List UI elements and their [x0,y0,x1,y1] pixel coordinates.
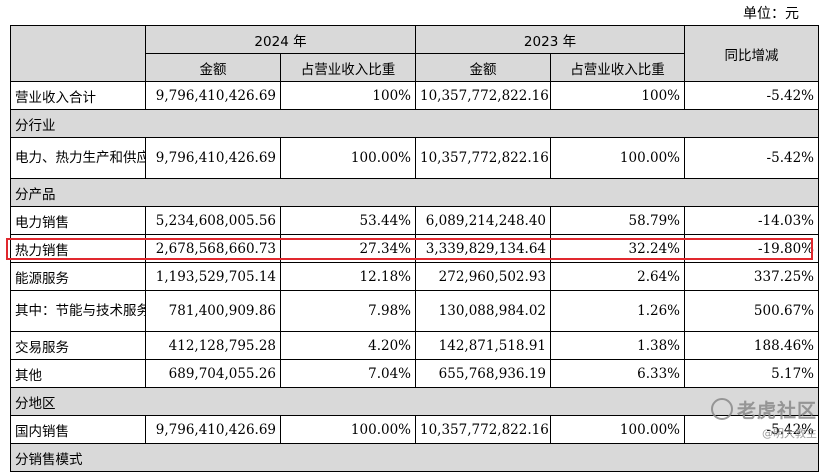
tiger-logo-icon [710,398,733,420]
watermark-author: @明大教主 [762,427,817,440]
unit-label: 单位：元 [743,6,799,22]
row-label: 国内销售 [10,415,146,444]
amount-2023: 130,088,984.02 [415,290,551,332]
amount-2024: 1,193,529,705.14 [145,262,281,291]
watermark-brand: 老虎社区 [710,396,817,423]
ratio-2024: 12.18% [280,262,416,291]
header-blank [10,25,146,82]
ratio-2024: 100% [280,81,416,110]
amount-2024: 689,704,055.26 [145,359,281,388]
section-title: 分行业 [10,109,819,138]
ratio-2024: 100.00% [280,137,416,179]
amount-2023: 655,768,936.19 [415,359,551,388]
table-row-electricity-sales: 电力销售 5,234,608,005.56 53.44% 6,089,214,2… [10,206,819,235]
amount-2023: 10,357,772,822.16 [415,415,551,444]
row-label: 热力销售 [10,234,146,263]
row-label: 交易服务 [10,331,146,360]
ratio-2023: 58.79% [550,206,685,235]
watermark-text: 老虎社区 [736,400,817,422]
revenue-table: 2024 年 2023 年 同比增减 金额 占营业收入比重 金额 占营业收入比重… [10,25,819,472]
table-row-trading: 交易服务 412,128,795.28 4.20% 142,871,518.91… [10,331,819,360]
amount-2023: 6,089,214,248.40 [415,206,551,235]
header-row-years: 2024 年 2023 年 同比增减 [10,25,819,82]
yoy-change: 5.17% [684,359,819,388]
section-title: 分销售模式 [10,443,819,472]
row-label: 其他 [10,359,146,388]
amount-2024: 9,796,410,426.69 [145,137,281,179]
section-row-product: 分产品 [10,178,819,207]
header-ratio-2023: 占营业收入比重 [550,53,685,82]
table-row-domestic: 国内销售 9,796,410,426.69 100.00% 10,357,772… [10,415,819,444]
header-amount-2023: 金额 [415,53,551,82]
ratio-2024: 53.44% [280,206,416,235]
table-row-energy-services: 能源服务 1,193,529,705.14 12.18% 272,960,502… [10,262,819,291]
ratio-2023: 6.33% [550,359,685,388]
section-title: 分地区 [10,387,819,416]
row-label: 其中：节能与技术服务 [10,290,146,332]
ratio-2023: 100% [550,81,685,110]
section-row-industry: 分行业 [10,109,819,138]
ratio-2024: 27.34% [280,234,416,263]
amount-2024: 9,796,410,426.69 [145,415,281,444]
header-amount-2024: 金额 [145,53,281,82]
ratio-2023: 100.00% [550,415,685,444]
header-2024: 2024 年 [145,25,416,54]
row-label: 能源服务 [10,262,146,291]
header-ratio-2024: 占营业收入比重 [280,53,416,82]
row-label: 电力、热力生产和供应业 [10,137,146,179]
amount-2023: 142,871,518.91 [415,331,551,360]
amount-2024: 781,400,909.86 [145,290,281,332]
amount-2023: 3,339,829,134.64 [415,234,551,263]
ratio-2023: 1.26% [550,290,685,332]
table-row-other: 其他 689,704,055.26 7.04% 655,768,936.19 6… [10,359,819,388]
section-row-region: 分地区 [10,387,819,416]
amount-2024: 412,128,795.28 [145,331,281,360]
amount-2024: 9,796,410,426.69 [145,81,281,110]
ratio-2024: 100.00% [280,415,416,444]
ratio-2024: 7.04% [280,359,416,388]
watermark: 老虎社区 @明大教主 [710,396,817,441]
yoy-change: 337.25% [684,262,819,291]
header-2023: 2023 年 [415,25,685,54]
header-yoy: 同比增减 [684,25,819,82]
ratio-2023: 2.64% [550,262,685,291]
yoy-change: 500.67% [684,290,819,332]
amount-2023: 10,357,772,822.16 [415,81,551,110]
yoy-change: -5.42% [684,137,819,179]
amount-2024: 5,234,608,005.56 [145,206,281,235]
amount-2023: 10,357,772,822.16 [415,137,551,179]
yoy-change: 188.46% [684,331,819,360]
header-row-sub: 金额 占营业收入比重 金额 占营业收入比重 [11,53,819,82]
table-row-total: 营业收入合计 9,796,410,426.69 100% 10,357,772,… [10,81,819,110]
ratio-2024: 7.98% [280,290,416,332]
row-label: 营业收入合计 [10,81,146,110]
table-row-heat-sales: 热力销售 2,678,568,660.73 27.34% 3,339,829,1… [10,234,819,263]
ratio-2023: 1.38% [550,331,685,360]
ratio-2024: 4.20% [280,331,416,360]
ratio-2023: 100.00% [550,137,685,179]
yoy-change: -19.80% [684,234,819,263]
amount-2024: 2,678,568,660.73 [145,234,281,263]
yoy-change: -5.42% [684,81,819,110]
section-title: 分产品 [10,178,819,207]
ratio-2023: 32.24% [550,234,685,263]
row-label: 电力销售 [10,206,146,235]
table-row-energy-saving: 其中：节能与技术服务 781,400,909.86 7.98% 130,088,… [10,290,819,332]
amount-2023: 272,960,502.93 [415,262,551,291]
yoy-change: -14.03% [684,206,819,235]
yoy-change: -5.42% [684,415,819,444]
section-row-channel: 分销售模式 [10,443,819,472]
table-row-power-supply: 电力、热力生产和供应业 9,796,410,426.69 100.00% 10,… [10,137,819,179]
